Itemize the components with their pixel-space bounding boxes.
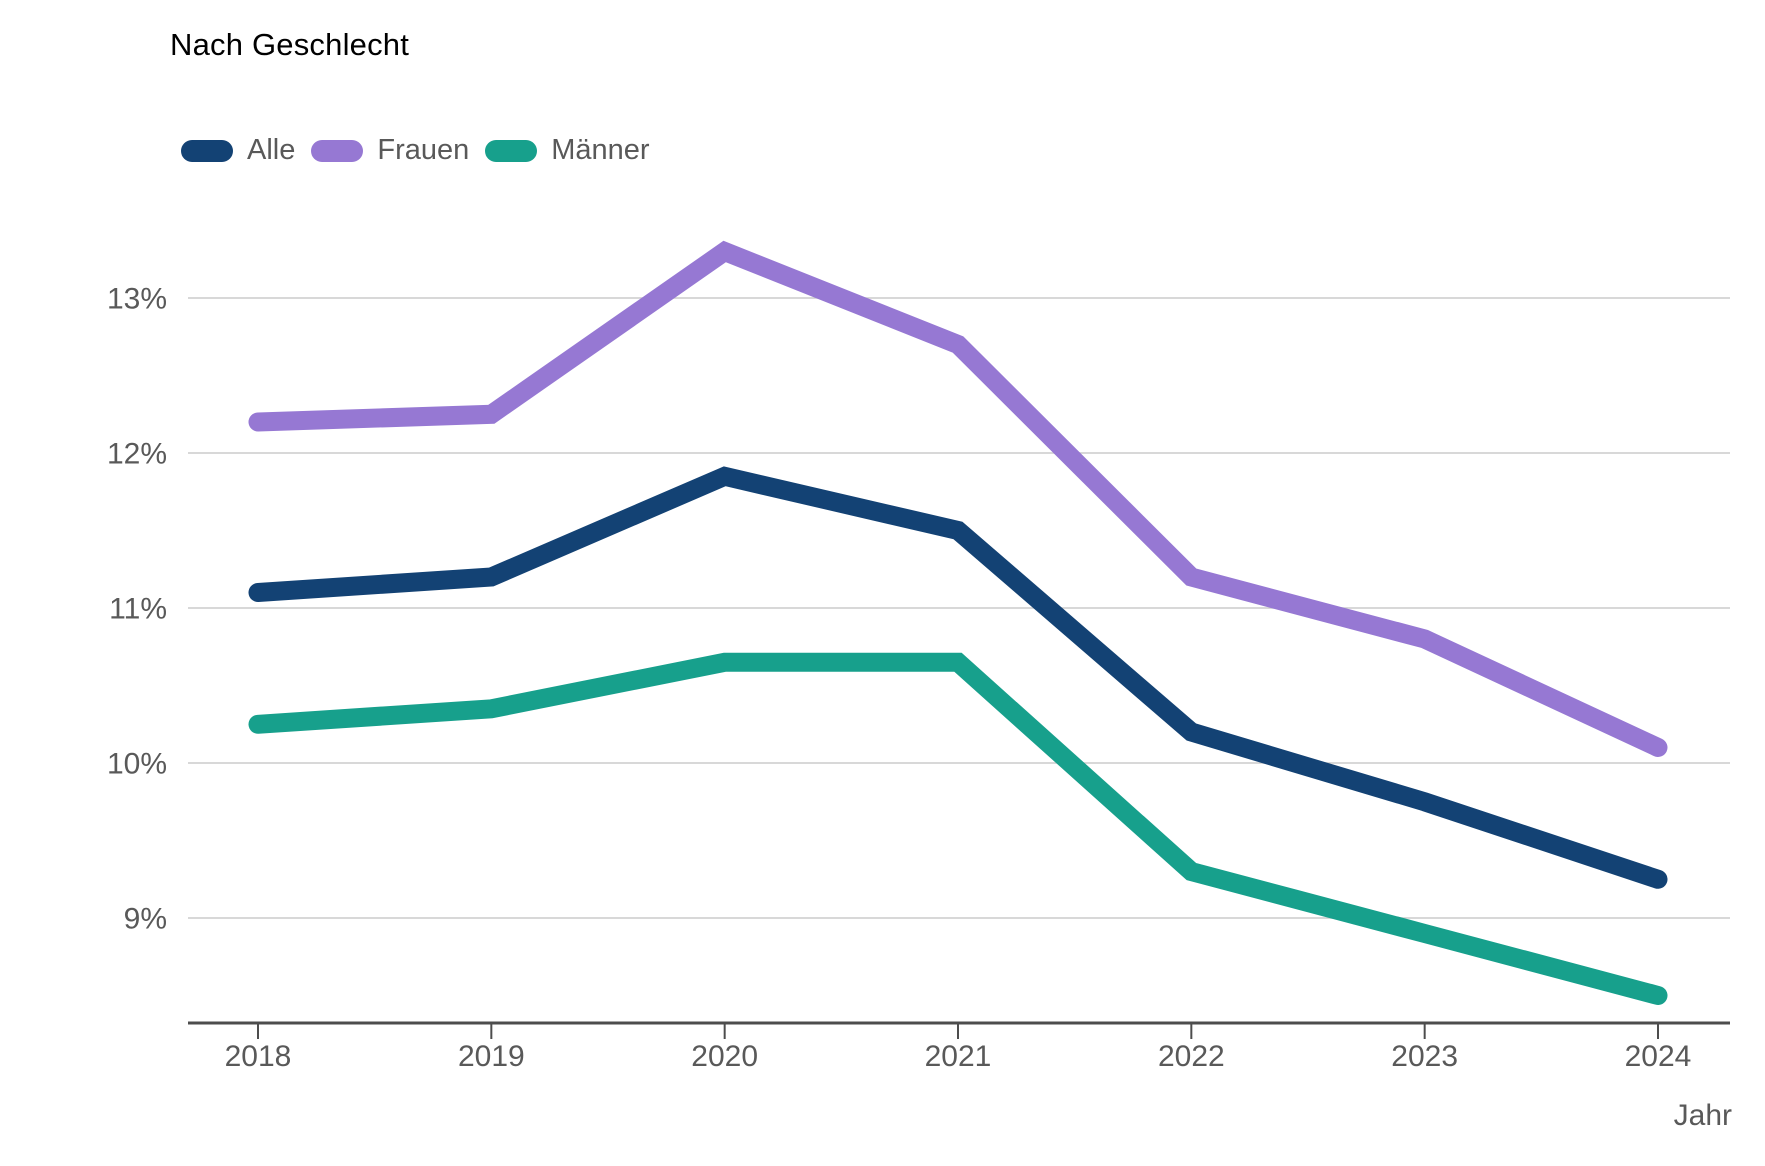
series-line-frauen (248, 240, 1668, 757)
legend-item-alle: Alle (181, 136, 295, 165)
legend: Alle Frauen Männer (181, 136, 650, 165)
y-tick-label: 12% (107, 438, 167, 471)
legend-item-maenner: Männer (485, 134, 650, 166)
legend-label-frauen: Frauen (377, 134, 470, 166)
chart-title: Nach Geschlecht (170, 27, 410, 62)
x-axis-title: Jahr (1674, 1099, 1732, 1132)
x-tick-label: 2022 (1158, 1040, 1225, 1073)
x-tick-label: 2023 (1391, 1040, 1458, 1073)
legend-swatch-alle (181, 139, 233, 162)
legend-swatch-frauen (311, 139, 364, 162)
legend-label-alle: Alle (247, 134, 296, 166)
legend-label-maenner: Männer (551, 134, 650, 166)
y-tick-label: 13% (107, 283, 167, 316)
x-tick-label: 2021 (925, 1040, 992, 1073)
y-tick-label: 11% (109, 593, 167, 626)
x-tick-label: 2024 (1625, 1040, 1692, 1073)
y-tick-label: 10% (107, 748, 167, 781)
legend-swatch-maenner (485, 139, 538, 162)
series-line-männer (248, 652, 1668, 1005)
x-tick-label: 2019 (458, 1040, 525, 1073)
x-tick-label: 2020 (691, 1040, 758, 1073)
x-tick-label: 2018 (225, 1040, 292, 1073)
legend-item-frauen: Frauen (311, 136, 469, 165)
y-tick-label: 9% (124, 903, 167, 936)
series-line-alle (248, 466, 1668, 889)
